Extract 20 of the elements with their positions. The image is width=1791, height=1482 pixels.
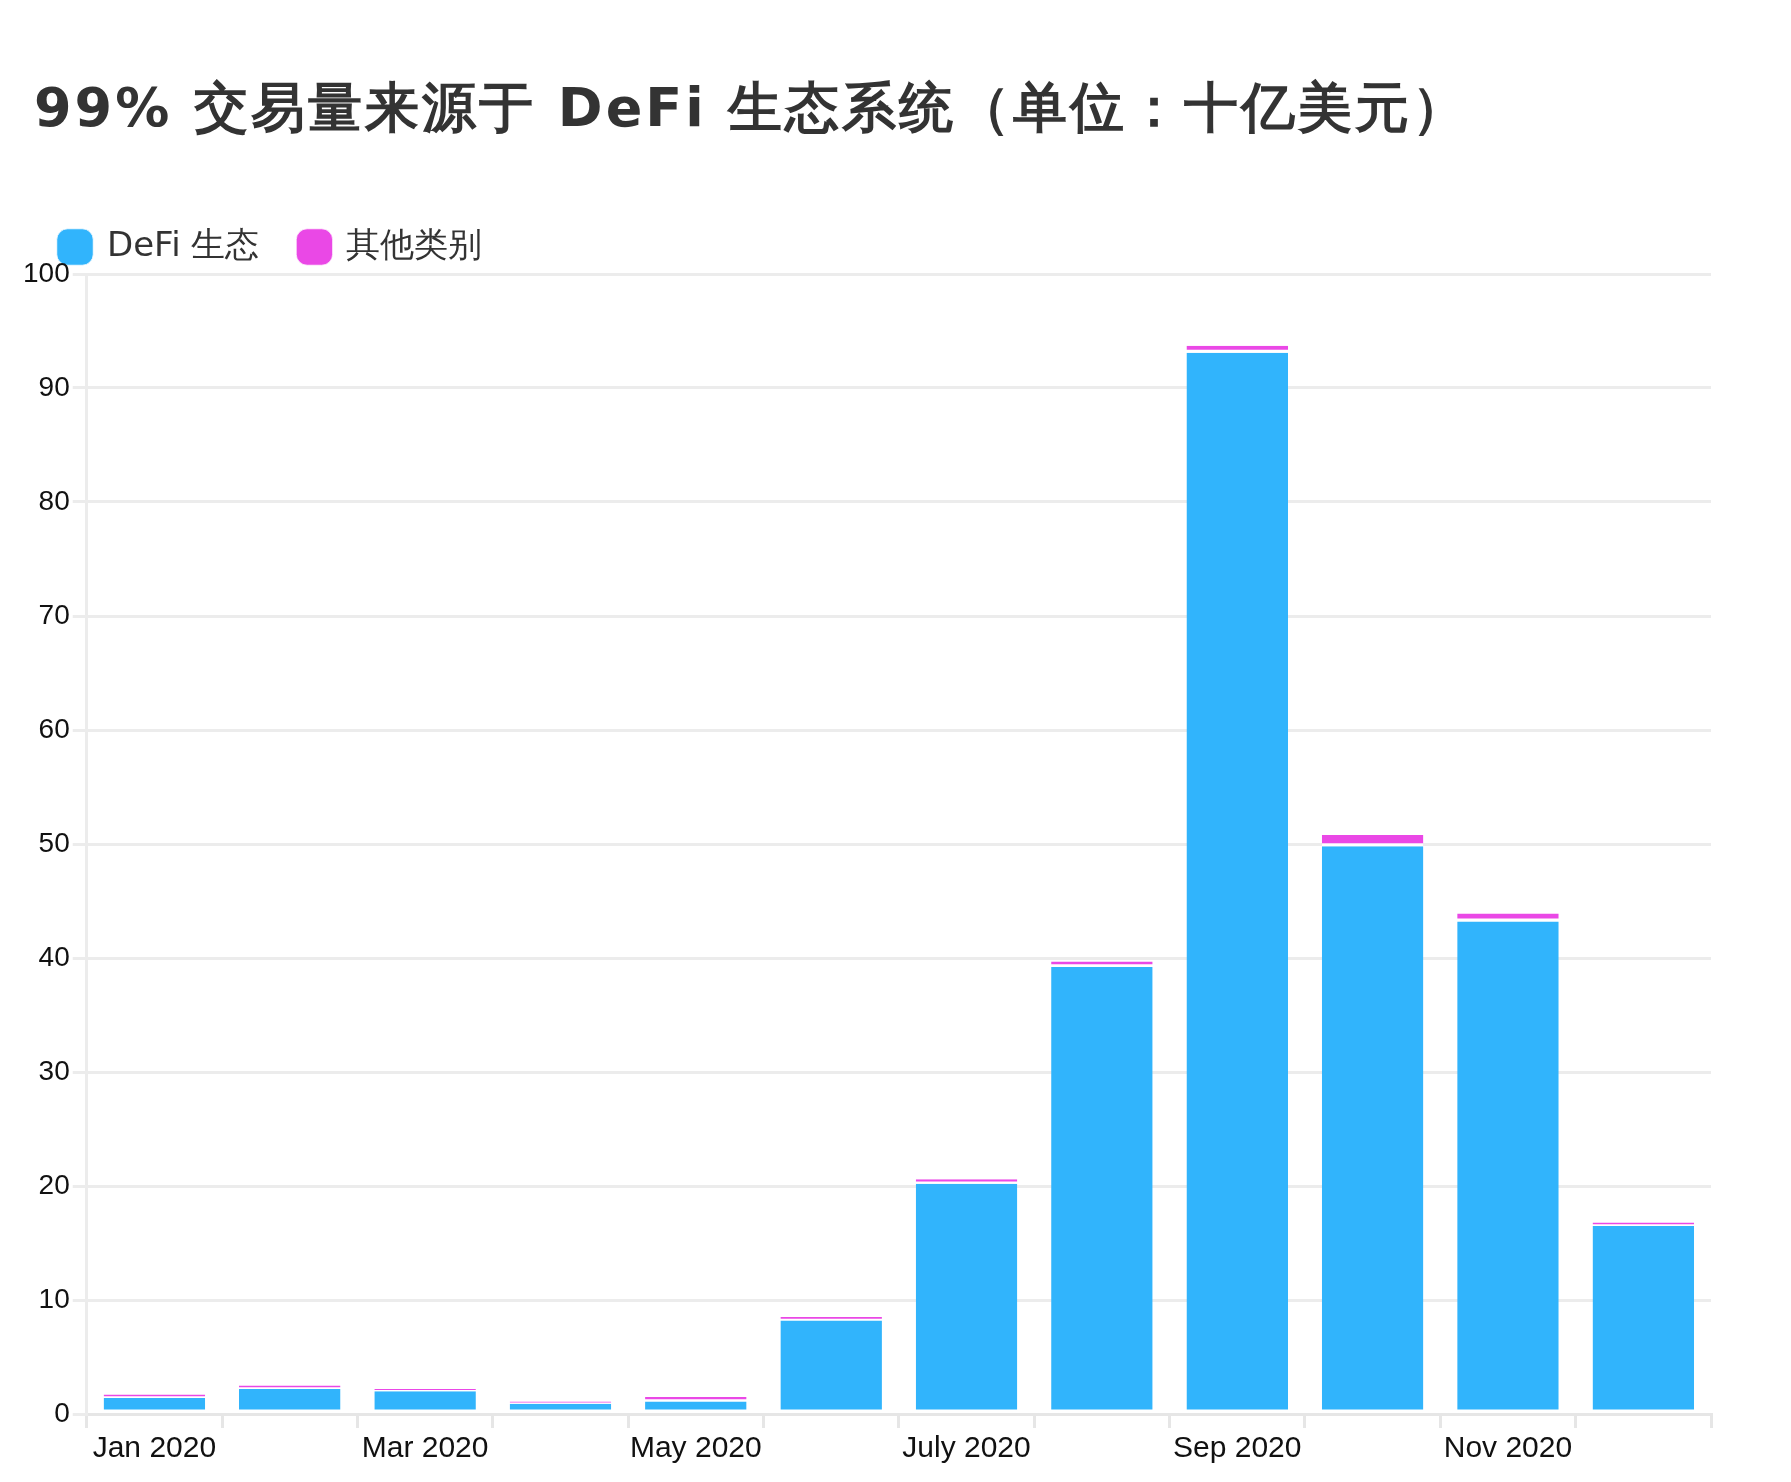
y-tick-label: 30: [38, 1054, 70, 1086]
x-tick-label: Nov 2020: [1443, 1430, 1573, 1464]
y-tick-label: 20: [38, 1168, 70, 1200]
y-tick-label: 100: [23, 256, 70, 288]
x-tick-label: Mar 2020: [361, 1430, 489, 1464]
chart-title: 99% 交易量来源于 DeFi 生态系统（单位：十亿美元）: [34, 75, 1470, 141]
x-tick-label: Sep 2020: [1173, 1430, 1302, 1464]
y-tick-label: 60: [38, 712, 70, 744]
y-tick-label: 40: [38, 940, 70, 972]
y-tick-label: 50: [38, 826, 70, 858]
y-tick-label: 90: [38, 370, 70, 402]
legend-label: DeFi 生态: [107, 223, 260, 264]
x-tick-label: July 2020: [902, 1430, 1031, 1464]
x-tick-label: May 2020: [629, 1430, 762, 1464]
legend-label: 其他类别: [346, 223, 483, 264]
x-tick-label: Jan 2020: [92, 1430, 217, 1464]
y-tick-label: 0: [54, 1396, 70, 1428]
y-tick-label: 10: [38, 1282, 70, 1314]
y-tick-label: 80: [38, 484, 70, 516]
y-tick-label: 70: [38, 598, 70, 630]
